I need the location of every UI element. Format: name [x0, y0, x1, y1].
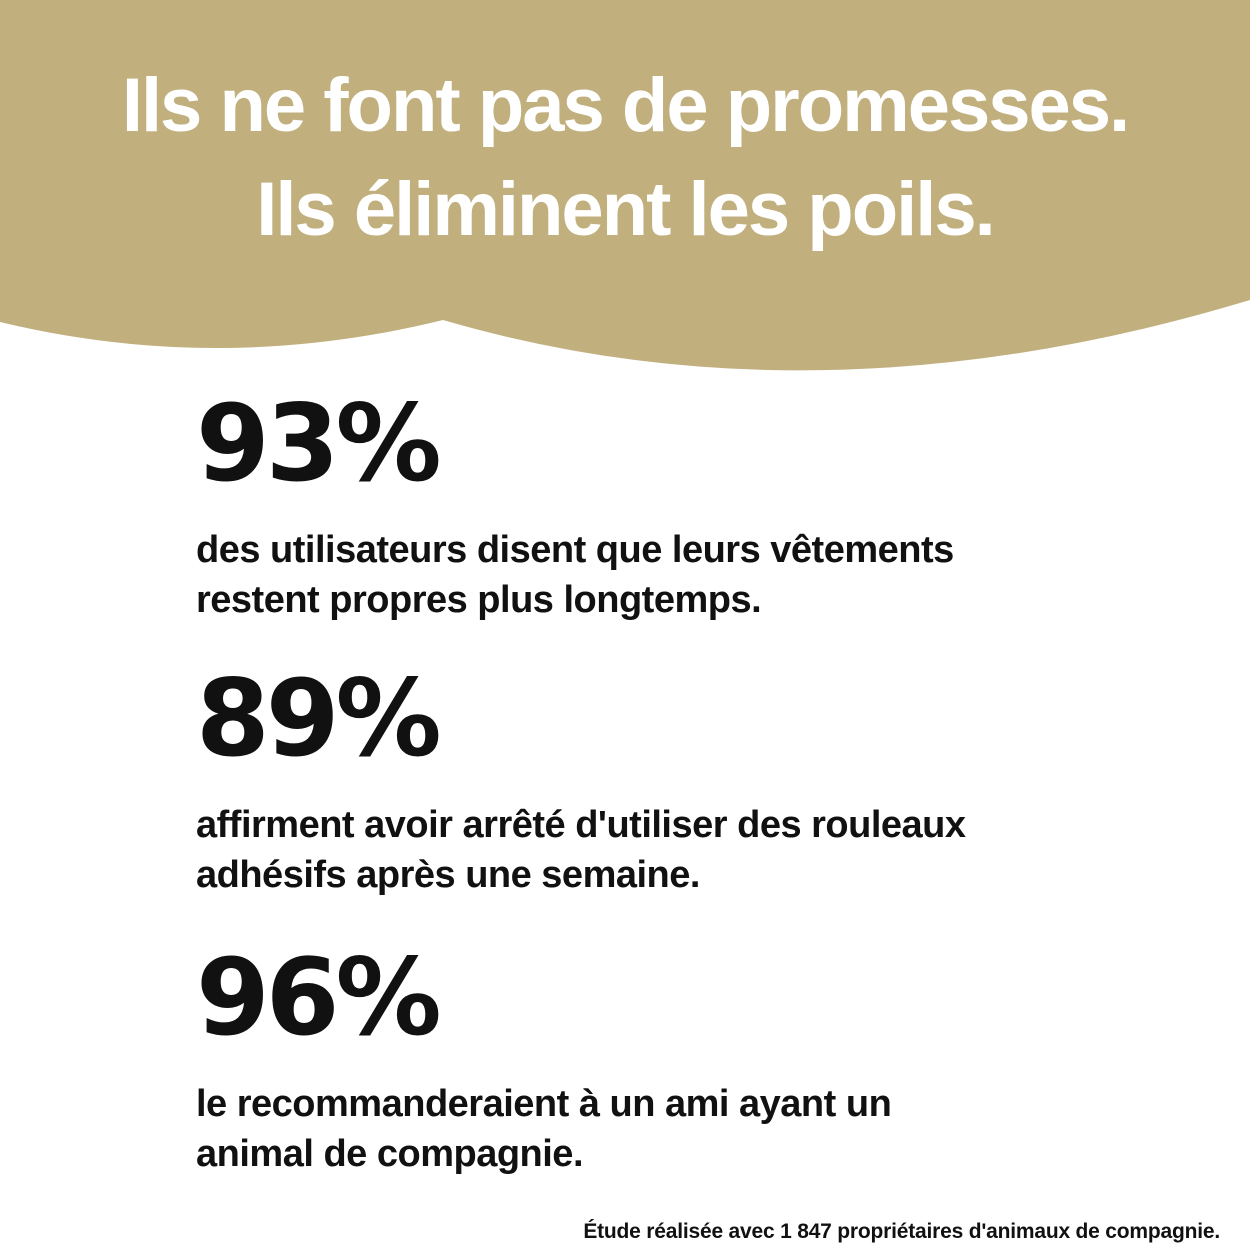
stat-block-recommend: 96% le recommanderaient à un ami ayant u… — [196, 936, 892, 1179]
stat-block-clean-clothes: 93% des utilisateurs disent que leurs vê… — [196, 391, 954, 625]
hero-scalloped-banner — [0, 0, 1250, 371]
page-title-line-1: Ils ne font pas de promesses. — [121, 63, 1130, 148]
stat-description-line-1: le recommanderaient à un ami ayant un — [196, 1083, 892, 1125]
stat-description-line-1: des utilisateurs disent que leurs vêteme… — [196, 529, 954, 571]
stat-description-line-2: adhésifs après une semaine. — [196, 854, 700, 896]
stat-value: 96% — [196, 936, 442, 1059]
page-title-line-2: Ils éliminent les poils. — [256, 167, 996, 252]
study-source-note: Étude réalisée avec 1 847 propriétaires … — [583, 1220, 1220, 1243]
stat-value: 93% — [196, 382, 442, 505]
stat-description: des utilisateurs disent que leurs vêteme… — [196, 525, 954, 625]
stat-description-line-1: affirment avoir arrêté d'utiliser des ro… — [196, 804, 966, 846]
stat-block-stopped-lint-rollers: 89% affirment avoir arrêté d'utiliser de… — [196, 666, 966, 900]
stat-description-line-2: animal de compagnie. — [196, 1133, 584, 1175]
stat-value: 89% — [196, 657, 442, 780]
stat-description: le recommanderaient à un ami ayant un an… — [196, 1079, 892, 1179]
stat-description: affirment avoir arrêté d'utiliser des ro… — [196, 800, 966, 900]
page-title: Ils ne font pas de promesses. Ils élimin… — [0, 54, 1250, 262]
stat-description-line-2: restent propres plus longtemps. — [196, 579, 762, 621]
